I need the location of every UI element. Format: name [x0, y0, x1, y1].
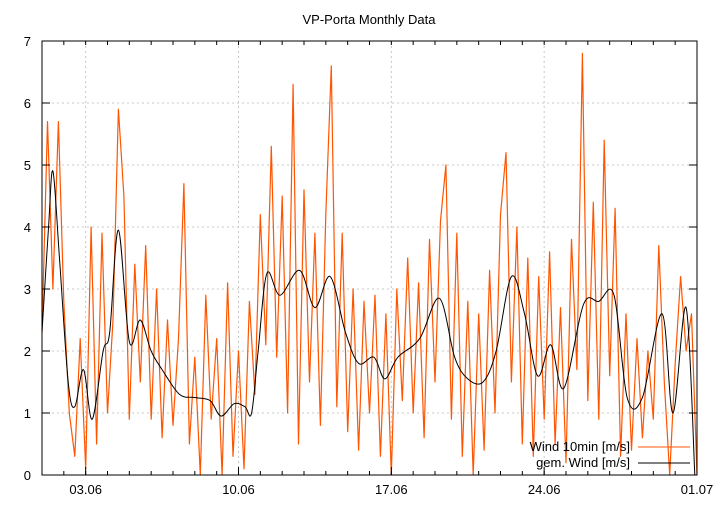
y-tick-label: 5	[24, 158, 31, 173]
chart-title: VP-Porta Monthly Data	[303, 12, 437, 27]
x-tick-label: 03.06	[69, 482, 102, 497]
y-tick-label: 4	[24, 220, 31, 235]
y-tick-label: 2	[24, 344, 31, 359]
y-tick-label: 6	[24, 96, 31, 111]
axes: 0 1 2 3 4 5 6 7 03.06 10.06 17.06 24.06 01.07	[24, 34, 714, 497]
x-tick-label: 17.06	[375, 482, 408, 497]
series-line-gem-wind	[41, 170, 696, 476]
y-tick-label: 7	[24, 34, 31, 49]
x-tick-label: 24.06	[528, 482, 561, 497]
x-tick-label: 10.06	[222, 482, 255, 497]
legend: Wind 10min [m/s] gem. Wind [m/s]	[530, 439, 690, 470]
y-tick-label: 1	[24, 406, 31, 421]
y-tick-label: 0	[24, 468, 31, 483]
series-line-wind-10min	[41, 52, 698, 476]
x-tick-label: 01.07	[681, 482, 714, 497]
series-layer	[41, 52, 698, 476]
legend-label-gem-wind: gem. Wind [m/s]	[536, 455, 630, 470]
legend-label-wind-10min: Wind 10min [m/s]	[530, 439, 630, 454]
y-tick-label: 3	[24, 282, 31, 297]
